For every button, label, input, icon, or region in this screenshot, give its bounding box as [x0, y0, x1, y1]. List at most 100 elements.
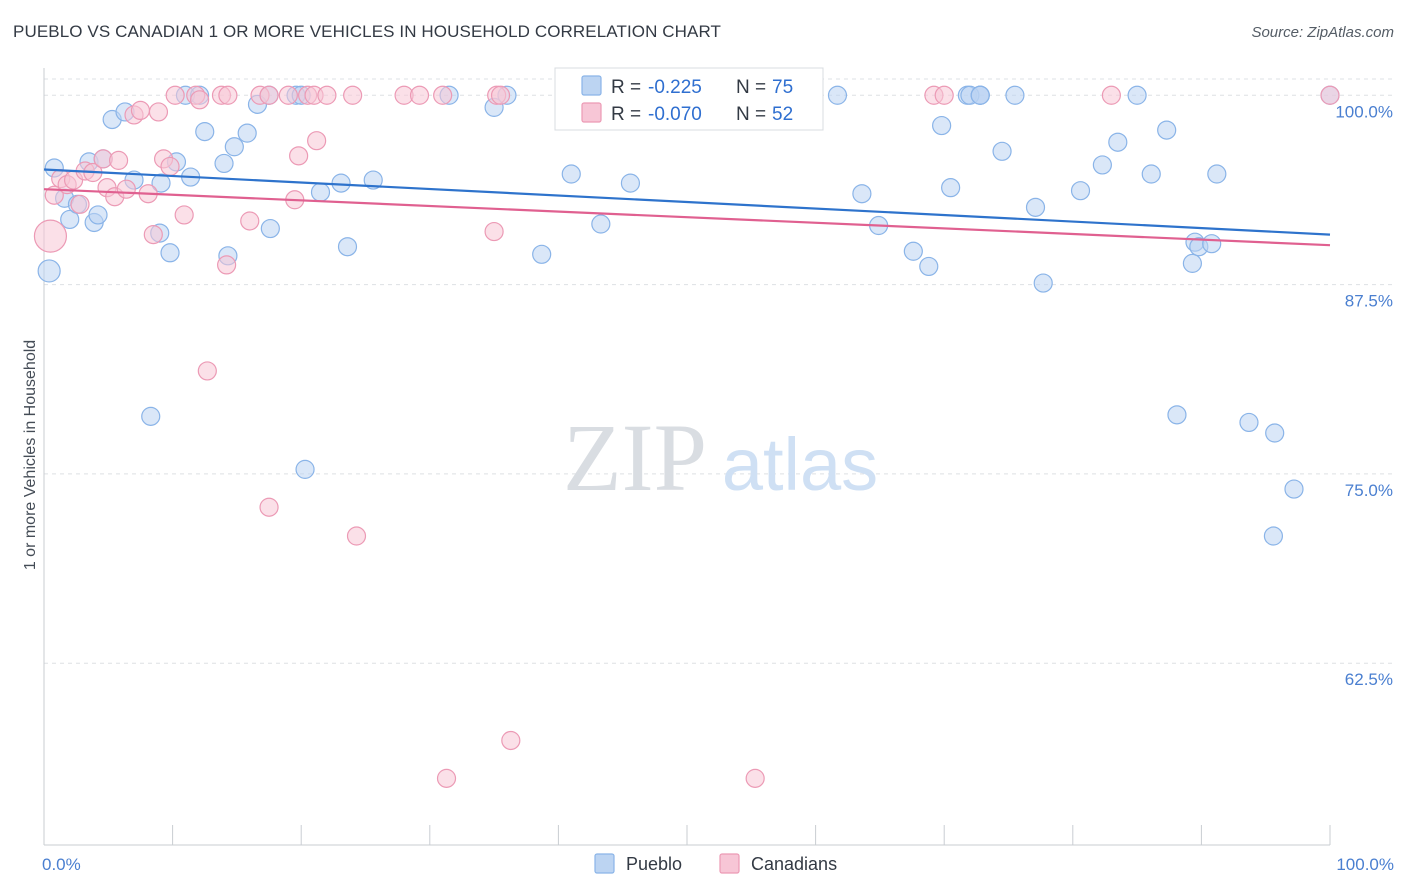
point-canadians-20 — [165, 85, 185, 105]
point-canadians-25 — [218, 85, 238, 105]
point-canadians-17 — [148, 102, 169, 122]
point-canadians-5 — [70, 194, 90, 214]
point-canadians-49 — [1101, 85, 1121, 105]
point-canadians-48 — [934, 85, 954, 105]
point-canadians-32 — [289, 146, 309, 166]
point-pueblo-36 — [532, 244, 552, 264]
point-canadians-21 — [174, 205, 194, 225]
points — [33, 85, 1340, 788]
point-pueblo-14 — [160, 243, 180, 263]
point-pueblo-59 — [1092, 155, 1112, 175]
y-tick-label-1: 87.5% — [1345, 292, 1393, 311]
point-pueblo-61 — [1127, 85, 1147, 105]
point-canadians-56 — [745, 768, 765, 788]
watermark: ZIP atlas — [563, 404, 878, 511]
bottom-legend-swatch-canadians — [719, 853, 740, 874]
point-canadians-36 — [317, 85, 337, 105]
point-pueblo-68 — [1202, 234, 1222, 254]
point-pueblo-48 — [941, 178, 961, 198]
point-canadians-11 — [108, 150, 129, 170]
legend-r-value-canadians: -0.070 — [648, 104, 702, 125]
legend-n-label-pueblo: N = — [736, 77, 766, 98]
x-tick-label-right: 100.0% — [1336, 855, 1394, 874]
legend-r-label-pueblo: R = — [611, 77, 641, 98]
point-pueblo-70 — [1239, 412, 1259, 433]
y-tick-label-3: 62.5% — [1345, 670, 1393, 689]
point-canadians-35 — [307, 131, 327, 151]
point-pueblo-63 — [1157, 120, 1177, 140]
point-canadians-54 — [501, 730, 521, 751]
point-canadians-50 — [1320, 85, 1340, 105]
point-pueblo-57 — [1033, 273, 1053, 293]
bottom-legend-label-pueblo: Pueblo — [626, 854, 682, 874]
y-tick-label-0: 100.0% — [1335, 102, 1393, 121]
legend-r-label-canadians: R = — [611, 104, 641, 125]
point-canadians-16 — [143, 225, 163, 245]
legend-swatch-canadians — [581, 102, 602, 123]
point-canadians-23 — [190, 90, 210, 110]
legend-n-label-canadians: N = — [736, 104, 766, 125]
point-canadians-40 — [433, 85, 453, 105]
point-canadians-51 — [197, 361, 217, 381]
point-canadians-27 — [240, 211, 260, 231]
bottom-legend-swatch-pueblo — [594, 853, 615, 874]
point-pueblo-19 — [195, 122, 215, 142]
point-pueblo-23 — [237, 123, 257, 143]
point-canadians-43 — [484, 221, 504, 242]
chart-source: Source: ZipAtlas.com — [1251, 24, 1394, 41]
y-tick-labels: 100.0% 87.5% 75.0% 62.5% — [1335, 102, 1393, 689]
watermark-zip: ZIP — [563, 404, 707, 511]
bottom-legend: Pueblo Canadians — [594, 853, 837, 874]
point-pueblo-69 — [1207, 164, 1227, 184]
point-pueblo-64 — [1167, 405, 1187, 425]
y-tick-label-2: 75.0% — [1345, 481, 1393, 500]
legend-swatch-pueblo — [581, 75, 602, 96]
point-pueblo-53 — [970, 85, 990, 105]
point-pueblo-76 — [295, 459, 315, 479]
point-pueblo-12 — [151, 173, 171, 193]
point-canadians-39 — [409, 85, 430, 105]
chart-title: PUEBLO VS CANADIAN 1 OR MORE VEHICLES IN… — [13, 22, 722, 41]
point-pueblo-65 — [1182, 253, 1202, 273]
point-pueblo-72 — [1284, 479, 1304, 499]
point-canadians-30 — [278, 85, 298, 105]
point-pueblo-37 — [561, 164, 581, 184]
stats-legend: R = -0.225 N = 75 R = -0.070 N = 52 — [554, 67, 824, 131]
point-canadians-52 — [259, 497, 279, 517]
point-canadians-14 — [130, 100, 151, 121]
point-pueblo-47 — [932, 115, 952, 136]
point-pueblo-43 — [852, 184, 872, 204]
point-canadians-55 — [436, 768, 457, 788]
point-pueblo-55 — [1005, 85, 1025, 105]
point-canadians-37 — [343, 85, 363, 105]
x-ticks — [43, 825, 1331, 845]
point-pueblo-71 — [1265, 423, 1285, 443]
bottom-legend-label-canadians: Canadians — [751, 854, 837, 874]
trend-lines — [43, 168, 1331, 247]
point-pueblo-62 — [1141, 164, 1161, 184]
point-pueblo-73 — [1263, 526, 1284, 546]
point-pueblo-22 — [224, 137, 244, 157]
point-pueblo-38 — [591, 214, 611, 234]
x-tick-label-left: 0.0% — [42, 855, 81, 874]
trend-line-canadians — [43, 188, 1331, 247]
point-canadians-19 — [160, 156, 180, 177]
point-pueblo-54 — [992, 141, 1012, 161]
point-canadians-42 — [490, 85, 511, 105]
point-pueblo-20 — [214, 153, 234, 174]
point-pueblo-26 — [260, 218, 280, 239]
point-canadians-12 — [116, 179, 136, 199]
watermark-atlas: atlas — [722, 423, 878, 506]
point-pueblo-39 — [620, 173, 641, 193]
point-pueblo-42 — [827, 85, 848, 105]
grid-lines — [44, 78, 1392, 664]
legend-r-value-pueblo: -0.225 — [648, 77, 702, 98]
point-canadians-0 — [33, 219, 68, 253]
point-pueblo-0 — [37, 259, 61, 283]
point-pueblo-56 — [1025, 197, 1046, 217]
y-axis-label: 1 or more Vehicles in Household — [22, 340, 39, 570]
point-pueblo-32 — [363, 170, 383, 190]
point-pueblo-31 — [337, 237, 358, 257]
point-pueblo-75 — [141, 406, 161, 426]
point-pueblo-45 — [903, 241, 923, 261]
